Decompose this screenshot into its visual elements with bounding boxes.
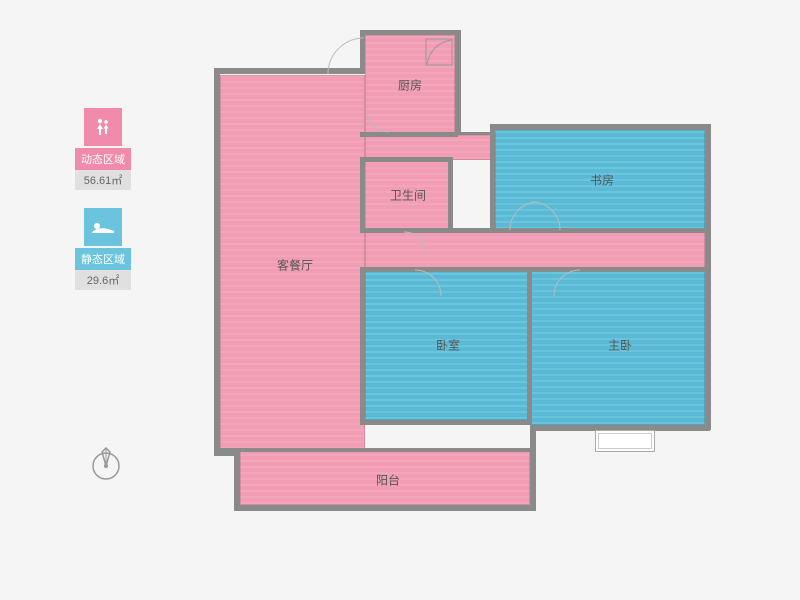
compass-icon (90, 440, 122, 482)
wall (448, 157, 453, 233)
wall (527, 267, 532, 425)
room-label-bedroom: 卧室 (436, 337, 460, 354)
legend-dynamic-value: 56.61㎡ (75, 170, 131, 190)
legend-static-title: 静态区域 (75, 248, 131, 270)
wall (490, 124, 495, 232)
people-icon (84, 108, 122, 146)
wall (234, 505, 536, 511)
wall (214, 448, 534, 452)
wall (360, 267, 365, 425)
room-living_ext_mid (365, 230, 705, 270)
ac-unit (595, 430, 655, 452)
wall (360, 267, 705, 272)
legend-static-value: 29.6㎡ (75, 270, 131, 290)
sleep-icon (84, 208, 122, 246)
room-label-master: 主卧 (608, 337, 632, 354)
wall (360, 420, 532, 425)
room-label-living: 客餐厅 (277, 257, 313, 274)
wall (214, 68, 364, 74)
wall (360, 157, 452, 162)
room-label-study: 书房 (590, 172, 614, 189)
wall (360, 157, 365, 233)
legend-dynamic: 动态区域 56.61㎡ (75, 108, 131, 190)
wall (455, 30, 461, 138)
floorplan: 厨房卫生间客餐厅阳台 书房卧室 主卧 (200, 30, 730, 570)
wall (360, 132, 458, 137)
wall (530, 450, 536, 510)
wall (360, 228, 705, 233)
legend-static: 静态区域 29.6㎡ (75, 208, 131, 290)
wall (705, 124, 711, 430)
room-label-kitchen: 厨房 (398, 77, 422, 94)
window-icon (425, 38, 453, 66)
legend-dynamic-title: 动态区域 (75, 148, 131, 170)
room-label-bathroom: 卫生间 (390, 187, 426, 204)
room-label-balcony: 阳台 (376, 472, 400, 489)
legend-panel: 动态区域 56.61㎡ 静态区域 29.6㎡ (75, 108, 131, 308)
